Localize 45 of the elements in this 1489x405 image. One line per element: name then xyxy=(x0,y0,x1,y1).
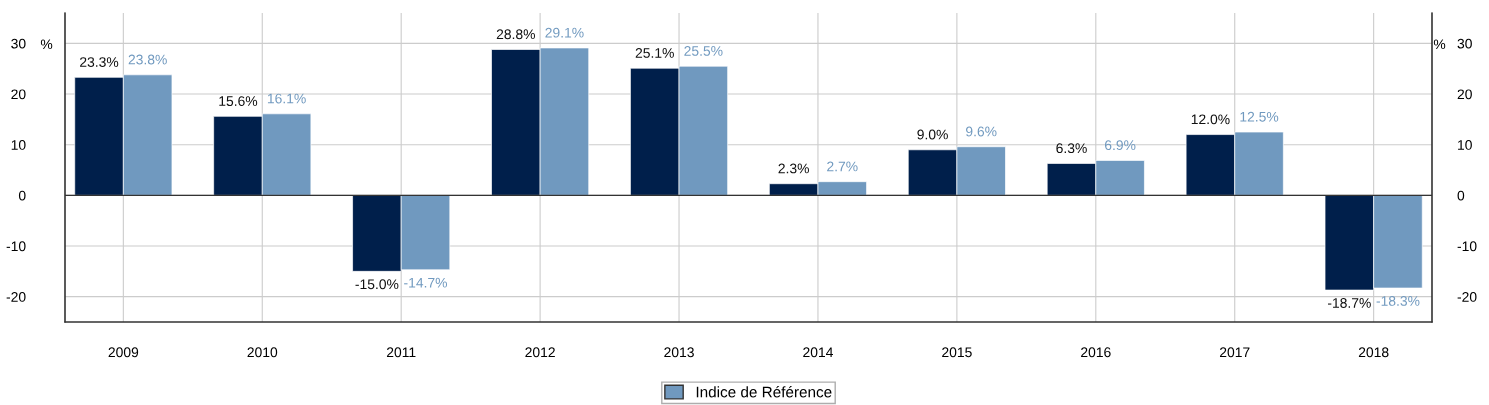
x-tick-label: 2011 xyxy=(386,347,416,358)
data-label: -14.7% xyxy=(404,277,448,288)
data-label: 23.8% xyxy=(128,54,167,65)
data-label: 6.9% xyxy=(1105,140,1136,151)
x-tick-label: 2013 xyxy=(664,347,694,358)
legend-label: Indice de Référence xyxy=(696,386,832,398)
data-label: 12.0% xyxy=(1191,114,1230,125)
x-tick-label: 2016 xyxy=(1081,347,1111,358)
x-tick-label: 2010 xyxy=(247,347,278,358)
data-label: 2.3% xyxy=(778,163,809,174)
y-axis-title: % xyxy=(40,39,53,50)
data-label: -15.0% xyxy=(355,279,399,290)
x-tick-label: 2018 xyxy=(1358,347,1389,358)
data-label: 9.0% xyxy=(917,129,948,140)
y2-tick-label: -10 xyxy=(1457,241,1477,252)
data-label: 25.5% xyxy=(684,46,723,56)
data-label: 9.6% xyxy=(966,126,997,137)
y-tick-label: 10 xyxy=(11,140,26,150)
y2-tick-label: 30 xyxy=(1457,38,1472,49)
data-label: 2.7% xyxy=(827,161,858,172)
x-tick-label: 2017 xyxy=(1219,347,1250,358)
y-tick-label: 0 xyxy=(18,190,26,201)
data-label: -18.7% xyxy=(1327,298,1371,308)
y2-tick-label: -20 xyxy=(1457,292,1477,302)
y2-axis-title: % xyxy=(1433,39,1446,50)
y2-tick-label: 10 xyxy=(1458,140,1472,150)
x-tick-label: 2012 xyxy=(525,347,555,358)
y-tick-label: -10 xyxy=(6,241,26,252)
data-label: 28.8% xyxy=(496,29,535,40)
data-label: 15.6% xyxy=(219,96,258,106)
x-tick-label: 2009 xyxy=(108,347,139,358)
x-tick-label: 2015 xyxy=(942,347,972,358)
data-label: 25.1% xyxy=(635,48,674,58)
data-label: 29.1% xyxy=(545,27,584,38)
data-label: 12.5% xyxy=(1240,111,1279,122)
y2-tick-label: 0 xyxy=(1457,190,1465,201)
y2-tick-label: 20 xyxy=(1457,89,1472,100)
data-label: 23.3% xyxy=(80,57,119,67)
data-label: 6.3% xyxy=(1056,143,1087,154)
data-label: 16.1% xyxy=(267,93,306,104)
y-tick-label: 20 xyxy=(11,89,26,100)
data-label: -18.3% xyxy=(1376,296,1420,306)
y-tick-label: 30 xyxy=(11,38,26,49)
x-tick-label: 2014 xyxy=(803,347,834,358)
y-tick-label: -20 xyxy=(6,292,26,302)
